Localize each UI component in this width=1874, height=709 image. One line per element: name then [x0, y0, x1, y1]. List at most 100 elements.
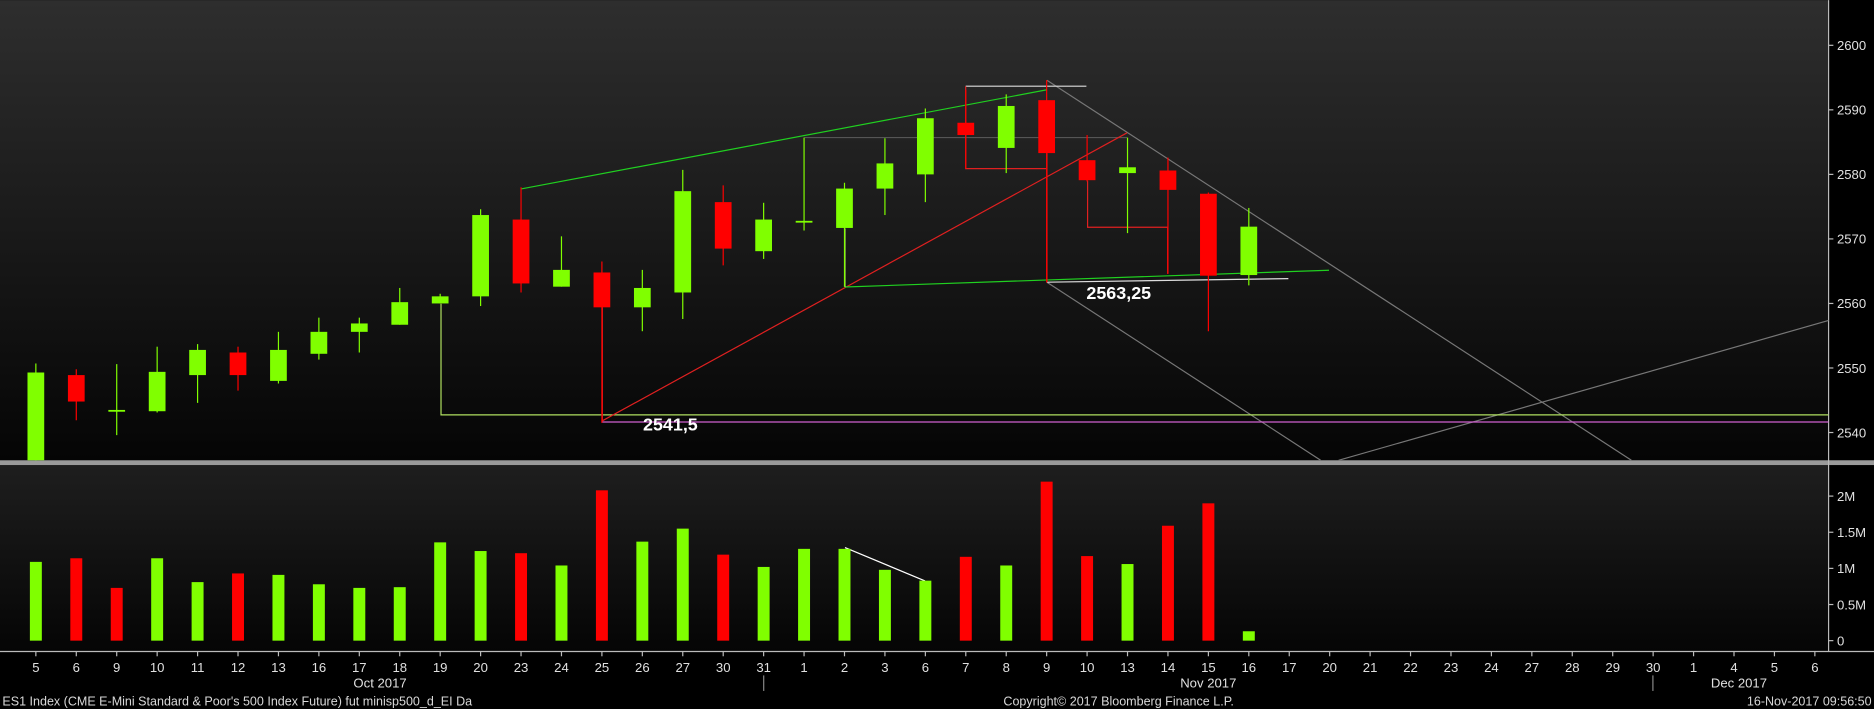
- x-tick-label: 10: [150, 660, 165, 675]
- y-tick-label: 0.5M: [1837, 597, 1866, 612]
- x-tick-label: 25: [595, 660, 610, 675]
- volume-bar: [434, 542, 447, 641]
- candle-body: [876, 163, 894, 189]
- x-tick-label: 24: [554, 660, 569, 675]
- x-tick-label: 9: [1043, 660, 1050, 675]
- x-tick-label: 30: [716, 660, 731, 675]
- candle-body: [472, 215, 489, 297]
- x-tick-label: 9: [113, 660, 120, 675]
- y-tick-label: 2580: [1837, 167, 1866, 182]
- y-tick-label: 2M: [1837, 489, 1855, 504]
- x-tick-label: 6: [922, 660, 929, 675]
- y-tick-label: 1M: [1837, 561, 1855, 576]
- footer-left: ES1 Index (CME E-Mini Standard & Poor's …: [2, 694, 472, 708]
- x-tick-label: 16: [312, 660, 327, 675]
- x-tick-label: 17: [352, 660, 367, 675]
- y-tick-label: 2540: [1837, 425, 1866, 440]
- candle-body: [553, 269, 570, 287]
- candle-body: [1159, 170, 1177, 190]
- x-tick-label: 21: [1363, 660, 1378, 675]
- y-tick-label: 2600: [1837, 38, 1866, 53]
- month-label: Dec 2017: [1711, 675, 1767, 690]
- volume-bar: [151, 558, 164, 641]
- x-tick-label: 3: [881, 660, 888, 675]
- volume-trend-line: [844, 546, 926, 582]
- candle-body: [431, 296, 449, 304]
- x-tick-label: 19: [433, 660, 448, 675]
- volume-bar: [798, 548, 811, 641]
- x-tick-label: 13: [1120, 660, 1135, 675]
- x-tick-label: 7: [962, 660, 969, 675]
- volume-bar: [919, 580, 932, 641]
- panel-separator: [0, 460, 1874, 466]
- x-tick-label: 15: [1201, 660, 1216, 675]
- x-tick-label: 23: [514, 660, 529, 675]
- volume-bar: [232, 573, 244, 641]
- volume-bar: [676, 528, 689, 641]
- volume-bar: [757, 566, 770, 641]
- candle-body: [836, 188, 853, 228]
- x-tick-label: 17: [1282, 660, 1297, 675]
- candle-body: [27, 372, 45, 461]
- volume-bar: [393, 587, 406, 641]
- candle-body: [350, 323, 368, 332]
- x-tick-label: 24: [1484, 660, 1499, 675]
- candle-body: [957, 122, 975, 136]
- candle-body: [148, 371, 166, 412]
- y-tick-label: 0: [1837, 633, 1844, 648]
- candle-body: [997, 105, 1015, 148]
- volume-bar: [1242, 631, 1255, 641]
- volume-bar: [110, 587, 123, 641]
- candle-body: [1200, 193, 1217, 276]
- x-tick-label: 12: [231, 660, 246, 675]
- y-tick-label: 2570: [1837, 232, 1866, 247]
- x-tick-label: 27: [675, 660, 690, 675]
- x-tick-label: 10: [1080, 660, 1095, 675]
- volume-bar: [191, 582, 204, 641]
- footer-right: 16-Nov-2017 09:56:50: [1747, 694, 1872, 708]
- volume-bar: [1121, 564, 1134, 641]
- volume-bar: [1202, 503, 1215, 641]
- x-tick-label: 22: [1403, 660, 1418, 675]
- x-tick-label: 28: [1565, 660, 1580, 675]
- x-tick-label: 2: [841, 660, 848, 675]
- y-tick-label: 2560: [1837, 296, 1866, 311]
- x-tick-label: 8: [1003, 660, 1010, 675]
- x-tick-label: 1: [800, 660, 807, 675]
- candle-body: [674, 191, 692, 293]
- x-tick-label: 13: [271, 660, 286, 675]
- volume-bar: [353, 587, 366, 641]
- volume-bar: [1081, 556, 1094, 641]
- candle-body: [229, 352, 247, 376]
- volume-bar: [312, 584, 325, 641]
- footer-center: Copyright© 2017 Bloomberg Finance L.P.: [1003, 694, 1234, 708]
- x-tick-label: 6: [73, 660, 80, 675]
- candle-body: [755, 219, 772, 252]
- candle-body: [633, 287, 651, 308]
- candle-body: [310, 331, 328, 354]
- volume-bar: [474, 551, 487, 641]
- candle-body: [108, 409, 126, 412]
- volume-bar: [515, 553, 528, 641]
- candles: [27, 80, 1258, 461]
- x-tick-label: 16: [1242, 660, 1257, 675]
- volume-bar: [1161, 525, 1174, 641]
- volume-bar: [1000, 565, 1013, 641]
- x-tick-label: 5: [32, 660, 39, 675]
- candle-body: [1078, 160, 1096, 181]
- price-panel: [0, 0, 1829, 461]
- x-tick-label: 30: [1646, 660, 1661, 675]
- month-label: Nov 2017: [1180, 675, 1236, 690]
- x-tick-label: 31: [756, 660, 771, 675]
- volume-bar: [959, 556, 972, 641]
- volume-bar: [70, 558, 83, 641]
- candle-body: [391, 302, 409, 325]
- month-label: Oct 2017: [353, 675, 406, 690]
- y-tick-label: 2590: [1837, 103, 1866, 118]
- candle-body: [270, 349, 287, 381]
- annotation: 2541,5: [643, 414, 698, 434]
- x-tick-label: 29: [1605, 660, 1620, 675]
- x-tick-label: 26: [635, 660, 650, 675]
- candle-body: [189, 349, 206, 376]
